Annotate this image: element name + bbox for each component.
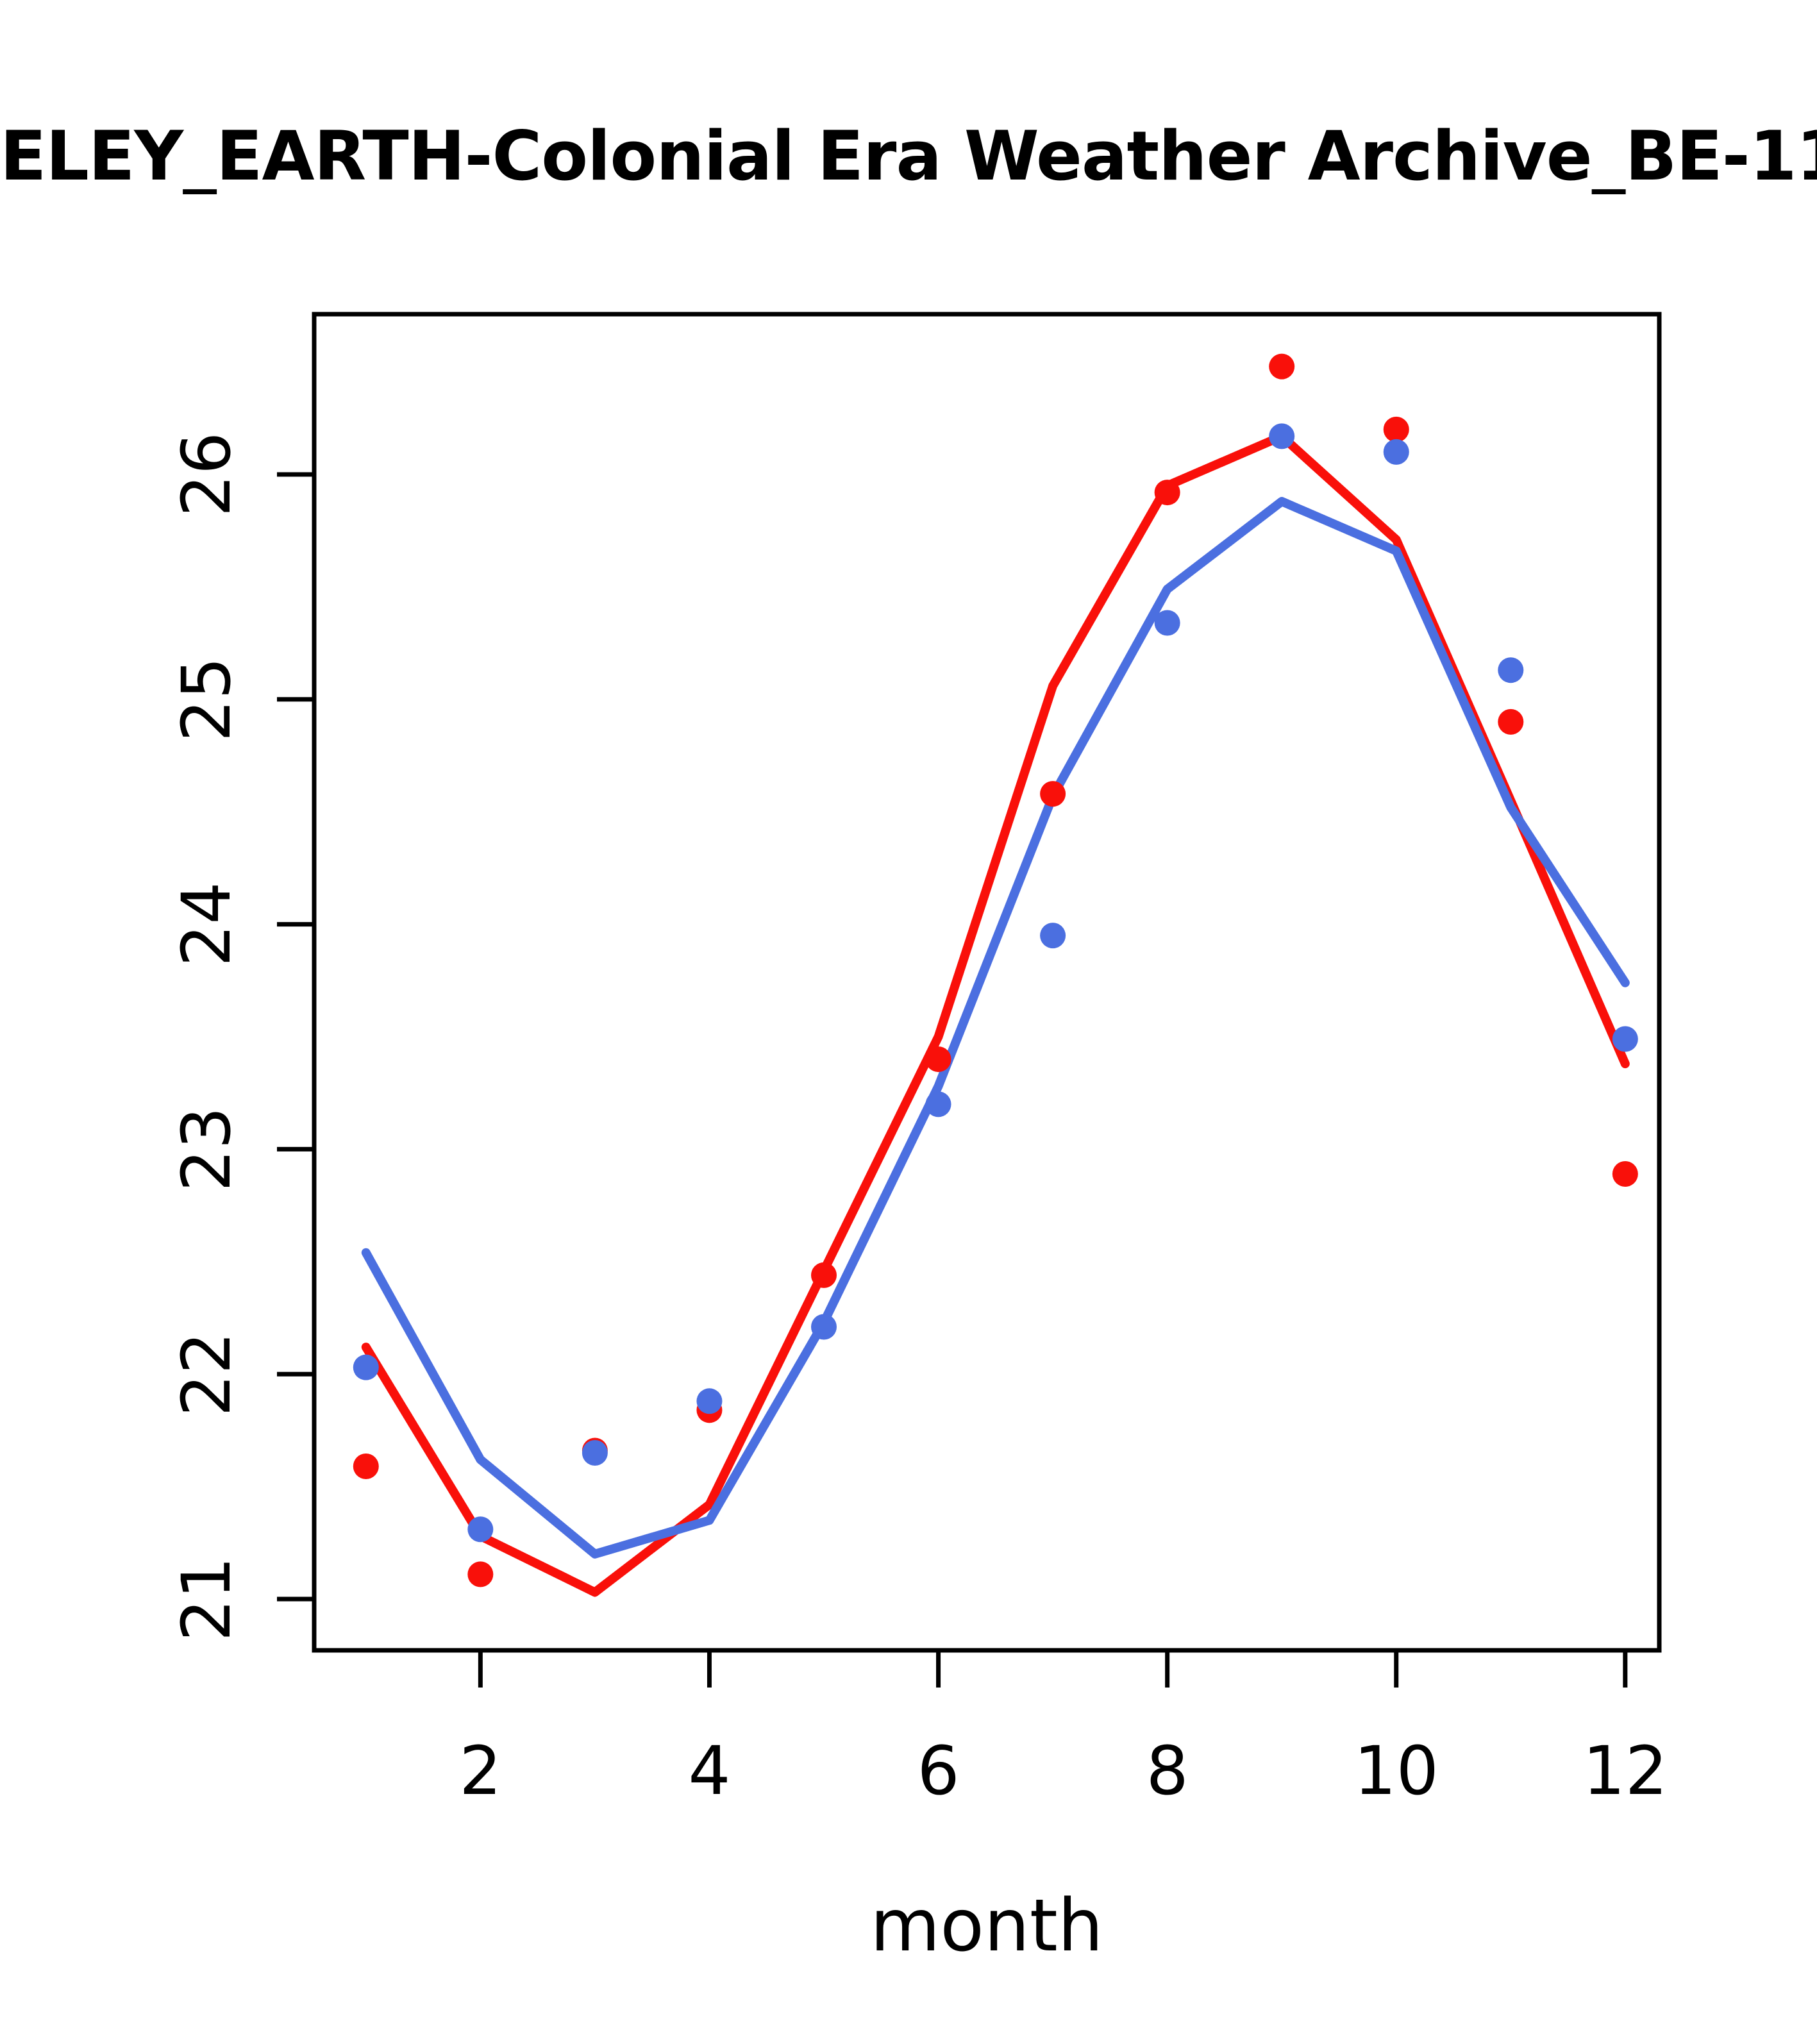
blue-observations-point: [925, 1091, 951, 1118]
y-tick-label: 26: [167, 432, 246, 517]
x-tick-label: 8: [1146, 1732, 1189, 1810]
blue-observations-point: [1040, 923, 1066, 949]
red-model-line: [361, 431, 1630, 1597]
x-tick-label: 4: [688, 1732, 730, 1810]
x-tick-label: 2: [459, 1732, 501, 1810]
red-observations-point: [1269, 353, 1295, 380]
red-observations-point: [925, 1046, 951, 1073]
blue-observations-point: [1612, 1026, 1638, 1052]
blue-model-line: [361, 497, 1630, 1559]
blue-observations-point: [582, 1439, 608, 1466]
chart-title: ELEY_EARTH-Colonial Era Weather Archive_…: [0, 119, 1817, 194]
blue-observations-point: [696, 1388, 723, 1414]
y-tick-label: 24: [167, 882, 246, 966]
y-tick-label: 22: [167, 1332, 246, 1416]
x-axis-label: month: [870, 1884, 1103, 1968]
series-layer: [353, 353, 1638, 1597]
y-tick-label: 21: [167, 1557, 246, 1641]
red-observations-point: [811, 1262, 837, 1288]
red-observations-point: [1154, 480, 1180, 506]
blue-observations-point: [1154, 610, 1180, 636]
blue-observations-point: [353, 1354, 379, 1380]
blue-observations-point: [467, 1516, 494, 1543]
red-observations-point: [1040, 781, 1066, 807]
x-tick-label: 12: [1583, 1732, 1668, 1810]
red-observations-point: [1383, 416, 1409, 442]
y-tick-label: 25: [167, 657, 246, 742]
y-tick-label: 23: [167, 1107, 246, 1191]
plot-box: [312, 312, 1662, 1653]
red-observations-point: [1498, 708, 1524, 735]
x-tick-label: 10: [1354, 1732, 1439, 1810]
blue-observations-point: [1498, 657, 1524, 683]
blue-observations-point: [1383, 439, 1409, 465]
red-observations-point: [467, 1561, 494, 1587]
red-observations-point: [353, 1453, 379, 1480]
x-tick-label: 6: [917, 1732, 959, 1810]
blue-observations-point: [1269, 423, 1295, 449]
blue-observations-point: [811, 1314, 837, 1340]
red-observations-point: [1612, 1160, 1638, 1187]
